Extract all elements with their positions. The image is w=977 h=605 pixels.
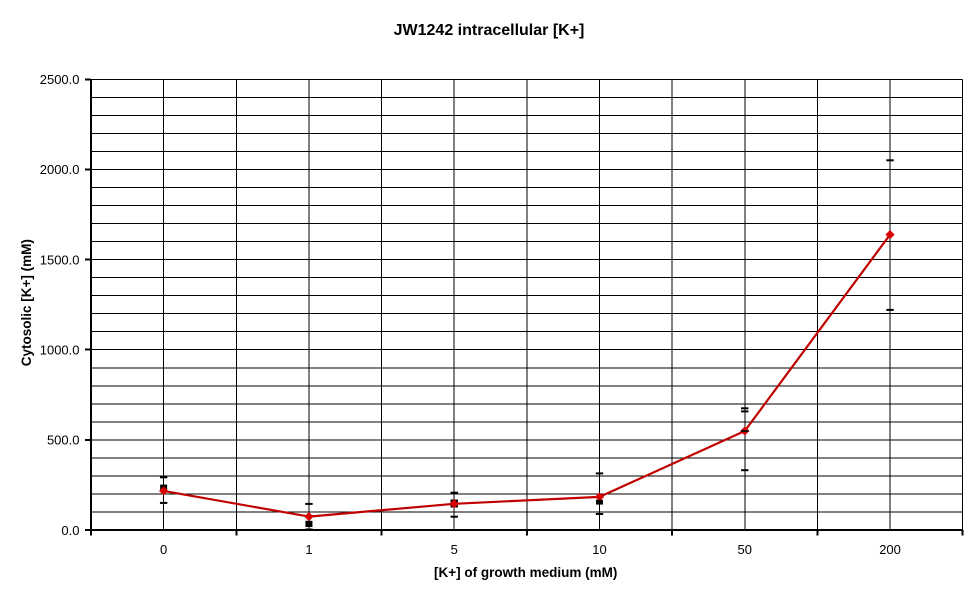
svg-text:500.0: 500.0 — [47, 433, 80, 448]
svg-text:1: 1 — [305, 542, 312, 557]
svg-text:1500.0: 1500.0 — [40, 252, 80, 267]
svg-text:1000.0: 1000.0 — [40, 343, 80, 358]
svg-text:0.0: 0.0 — [61, 523, 79, 538]
svg-text:200: 200 — [879, 542, 901, 557]
svg-text:Cytosolic [K+] (mM): Cytosolic [K+] (mM) — [19, 239, 34, 366]
svg-text:2000.0: 2000.0 — [40, 162, 80, 177]
svg-text:[K+] of growth medium (mM): [K+] of growth medium (mM) — [434, 565, 617, 580]
svg-text:10: 10 — [592, 542, 606, 557]
svg-text:50: 50 — [738, 542, 752, 557]
svg-text:0: 0 — [160, 542, 167, 557]
svg-text:2500.0: 2500.0 — [40, 72, 80, 87]
svg-text:5: 5 — [451, 542, 458, 557]
svg-text:JW1242 intracellular [K+]: JW1242 intracellular [K+] — [394, 22, 585, 39]
